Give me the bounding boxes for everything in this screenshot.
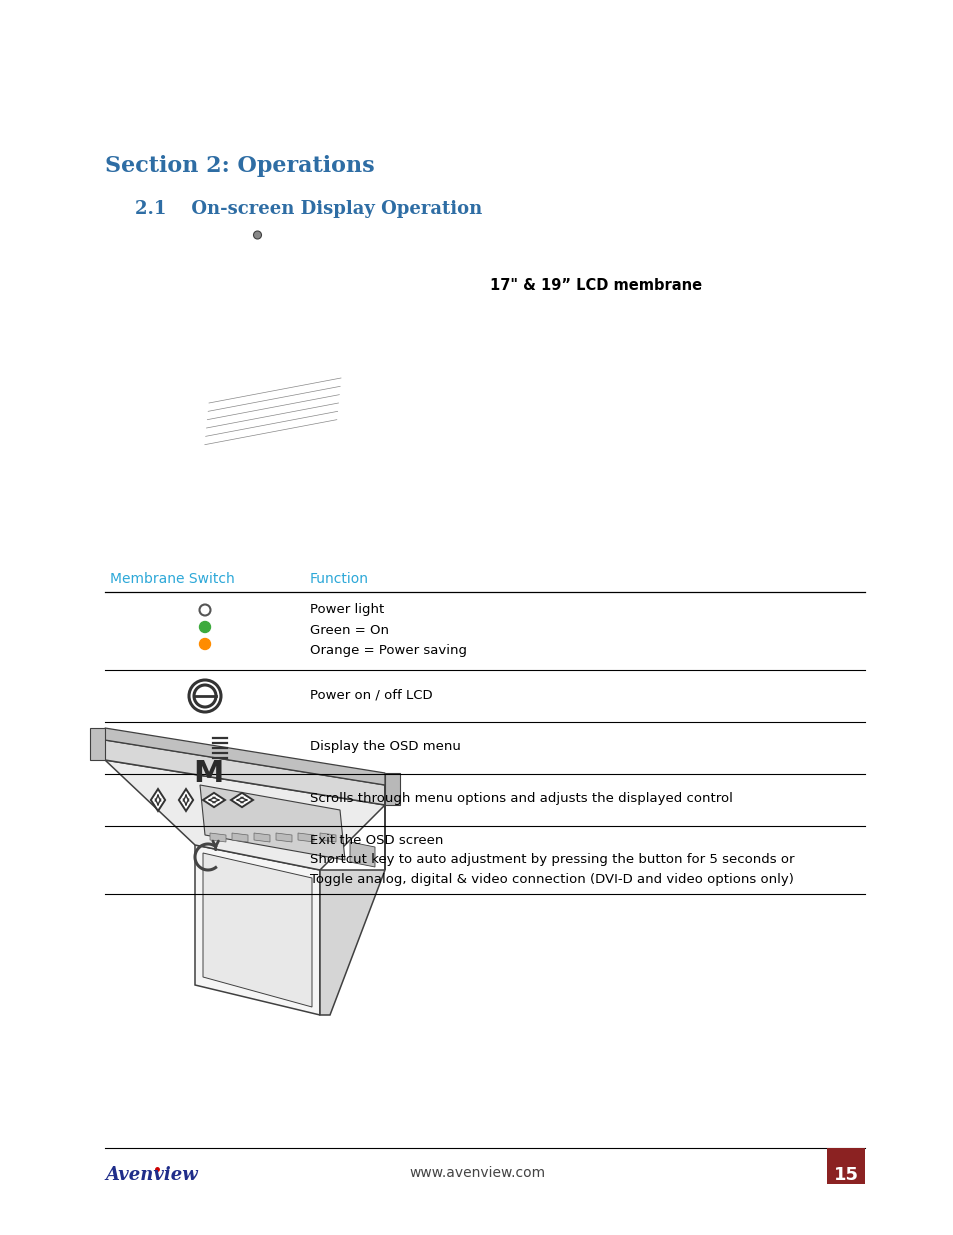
Polygon shape xyxy=(319,832,335,842)
Text: Avenview: Avenview xyxy=(105,1166,197,1184)
Polygon shape xyxy=(178,789,193,811)
Polygon shape xyxy=(253,832,270,842)
Polygon shape xyxy=(297,832,314,842)
Text: Section 2: Operations: Section 2: Operations xyxy=(105,156,375,177)
Polygon shape xyxy=(200,785,345,860)
Circle shape xyxy=(199,638,211,650)
Polygon shape xyxy=(210,832,226,842)
Polygon shape xyxy=(105,760,385,869)
Text: www.avenview.com: www.avenview.com xyxy=(409,1166,544,1179)
Circle shape xyxy=(253,231,261,240)
Polygon shape xyxy=(90,727,105,760)
Text: Scrolls through menu options and adjusts the displayed control: Scrolls through menu options and adjusts… xyxy=(310,792,732,805)
Text: 17" & 19” LCD membrane: 17" & 19” LCD membrane xyxy=(490,278,701,293)
Polygon shape xyxy=(151,789,165,811)
Text: Exit the OSD screen
Shortcut key to auto adjustment by pressing the button for 5: Exit the OSD screen Shortcut key to auto… xyxy=(310,834,794,885)
Polygon shape xyxy=(232,832,248,842)
Text: Display the OSD menu: Display the OSD menu xyxy=(310,740,460,753)
Polygon shape xyxy=(231,793,253,808)
Text: Power light
Green = On
Orange = Power saving: Power light Green = On Orange = Power sa… xyxy=(310,603,467,657)
Polygon shape xyxy=(105,727,385,785)
Polygon shape xyxy=(319,869,385,1015)
Polygon shape xyxy=(275,832,292,842)
Text: 2.1    On-screen Display Operation: 2.1 On-screen Display Operation xyxy=(135,200,482,219)
Polygon shape xyxy=(385,773,399,805)
Text: 15: 15 xyxy=(833,1166,858,1184)
FancyBboxPatch shape xyxy=(826,1149,864,1184)
Text: Membrane Switch: Membrane Switch xyxy=(110,572,234,585)
Text: Function: Function xyxy=(310,572,369,585)
Text: Power on / off LCD: Power on / off LCD xyxy=(310,688,432,701)
Polygon shape xyxy=(203,853,312,1007)
Circle shape xyxy=(199,621,211,632)
Polygon shape xyxy=(194,845,319,1015)
Text: M: M xyxy=(193,760,223,788)
Polygon shape xyxy=(350,842,375,867)
Polygon shape xyxy=(105,740,385,805)
Polygon shape xyxy=(203,793,225,808)
